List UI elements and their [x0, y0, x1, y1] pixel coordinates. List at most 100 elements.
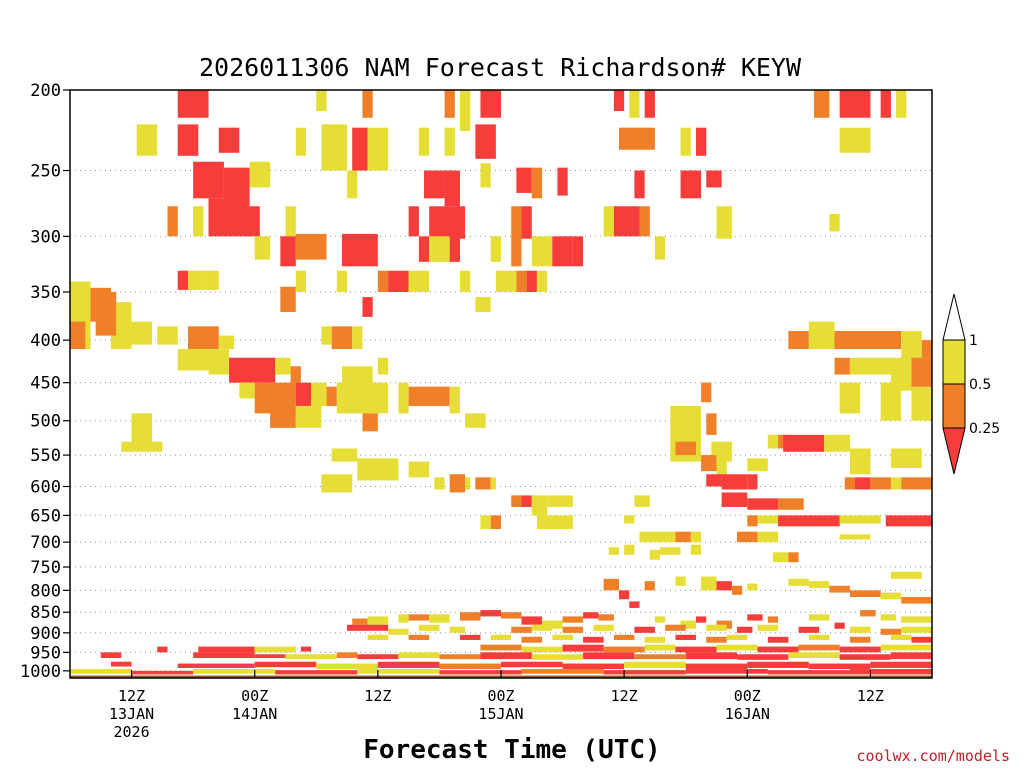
ri-cell-249 — [459, 634, 481, 640]
ri-cell-167 — [778, 498, 804, 510]
legend-bin-yellow — [942, 339, 966, 385]
ri-cell-35 — [531, 167, 543, 199]
ri-cell-220 — [680, 620, 696, 629]
ri-cell-54 — [254, 236, 271, 260]
ri-cell-306 — [747, 661, 809, 668]
ri-cell-140 — [675, 441, 696, 456]
ri-cell-154 — [747, 474, 758, 490]
ri-cell-234 — [511, 626, 532, 633]
ri-cell-169 — [490, 515, 501, 530]
ri-cell-5 — [480, 90, 501, 118]
ri-cell-221 — [695, 616, 707, 623]
ri-cell-236 — [562, 626, 584, 633]
y-tick-label-350: 350 — [30, 283, 61, 303]
ri-cell-1 — [316, 90, 327, 112]
ri-cell-160 — [511, 495, 522, 507]
ri-cell-177 — [639, 531, 676, 543]
x-tick-label-18-0: 00Z — [241, 687, 268, 705]
ri-cell-198 — [747, 583, 758, 591]
ri-cell-60 — [449, 236, 460, 262]
ri-cell-196 — [716, 581, 732, 591]
ri-cell-182 — [839, 534, 871, 540]
ri-cell-173 — [757, 515, 779, 524]
ri-cell-240 — [706, 624, 727, 631]
ri-cell-217 — [583, 612, 599, 619]
ri-cell-215 — [542, 620, 563, 629]
ri-cell-212 — [480, 610, 501, 617]
ri-cell-122 — [880, 382, 902, 421]
ri-cell-24 — [680, 127, 691, 156]
ri-cell-6 — [613, 90, 625, 112]
ri-cell-83 — [495, 270, 517, 292]
ri-cell-255 — [644, 636, 666, 643]
ri-cell-138 — [357, 458, 399, 481]
ri-cell-213 — [501, 612, 522, 619]
ri-cell-45 — [408, 206, 419, 237]
ri-cell-65 — [572, 236, 584, 267]
ri-cell-96 — [808, 321, 835, 350]
ri-cell-63 — [531, 236, 553, 267]
ri-cell-27 — [193, 161, 224, 199]
ri-cell-168 — [480, 515, 491, 530]
x-tick-label-42-1: 15JAN — [478, 705, 523, 723]
ri-cell-256 — [675, 634, 696, 640]
ri-cell-21 — [444, 127, 455, 156]
ri-cell-190 — [603, 578, 620, 591]
ri-cell-297 — [177, 663, 255, 668]
ri-cell-23 — [619, 127, 655, 150]
ri-cell-89 — [157, 326, 178, 345]
ri-cell-281 — [254, 654, 286, 658]
ri-cell-247 — [367, 634, 389, 640]
legend-arrow-top — [942, 293, 966, 341]
y-tick-label-400: 400 — [30, 331, 61, 351]
ri-cell-218 — [598, 614, 614, 621]
ri-cell-146 — [321, 474, 353, 493]
ri-cell-116 — [336, 382, 389, 414]
ri-cell-308 — [870, 661, 932, 668]
ri-cell-117 — [398, 382, 409, 414]
ri-cell-56 — [295, 233, 327, 260]
ri-cell-29 — [249, 161, 271, 188]
ri-cell-26 — [839, 127, 871, 153]
ri-cell-200 — [808, 581, 830, 589]
ri-cell-92 — [321, 326, 332, 345]
ri-cell-315 — [521, 669, 604, 674]
ri-cell-59 — [429, 236, 450, 262]
ri-cell-19 — [367, 127, 389, 171]
ri-cell-207 — [367, 616, 389, 625]
credit-text: coolwx.com/models — [856, 747, 1010, 765]
ri-cell-269 — [480, 644, 522, 651]
ri-cell-186 — [660, 547, 681, 555]
ri-cell-210 — [429, 614, 450, 623]
ri-cell-259 — [767, 636, 789, 643]
ri-cell-97 — [834, 331, 902, 350]
ri-cell-46 — [429, 206, 466, 239]
ri-cell-136 — [121, 441, 163, 452]
ri-cell-216 — [562, 616, 584, 623]
ri-cell-289 — [583, 652, 635, 660]
ri-cell-230 — [347, 624, 389, 631]
ri-cell-174 — [778, 515, 840, 527]
ri-cell-203 — [880, 592, 902, 600]
y-tick-label-500: 500 — [30, 412, 61, 432]
ri-cell-245 — [880, 628, 902, 635]
ri-cell-261 — [849, 636, 871, 643]
ri-cell-99 — [921, 340, 932, 367]
ri-cell-304 — [624, 661, 686, 668]
ri-cell-3 — [444, 90, 455, 118]
ri-cell-81 — [459, 270, 471, 292]
ri-cell-34 — [516, 167, 532, 193]
ri-cell-294 — [839, 654, 891, 660]
ri-cell-111 — [239, 382, 255, 399]
y-tick-label-750: 750 — [30, 558, 61, 578]
y-tick-label-950: 950 — [30, 643, 61, 663]
ri-cell-189 — [788, 552, 799, 563]
ri-cell-229 — [901, 616, 932, 623]
ri-cell-293 — [788, 652, 840, 658]
ri-cell-66 — [654, 236, 666, 260]
ri-cell-244 — [849, 626, 871, 633]
ri-cell-166 — [747, 498, 779, 510]
ri-cell-258 — [726, 634, 748, 640]
ri-cell-192 — [629, 601, 640, 608]
ri-cell-316 — [603, 670, 686, 675]
